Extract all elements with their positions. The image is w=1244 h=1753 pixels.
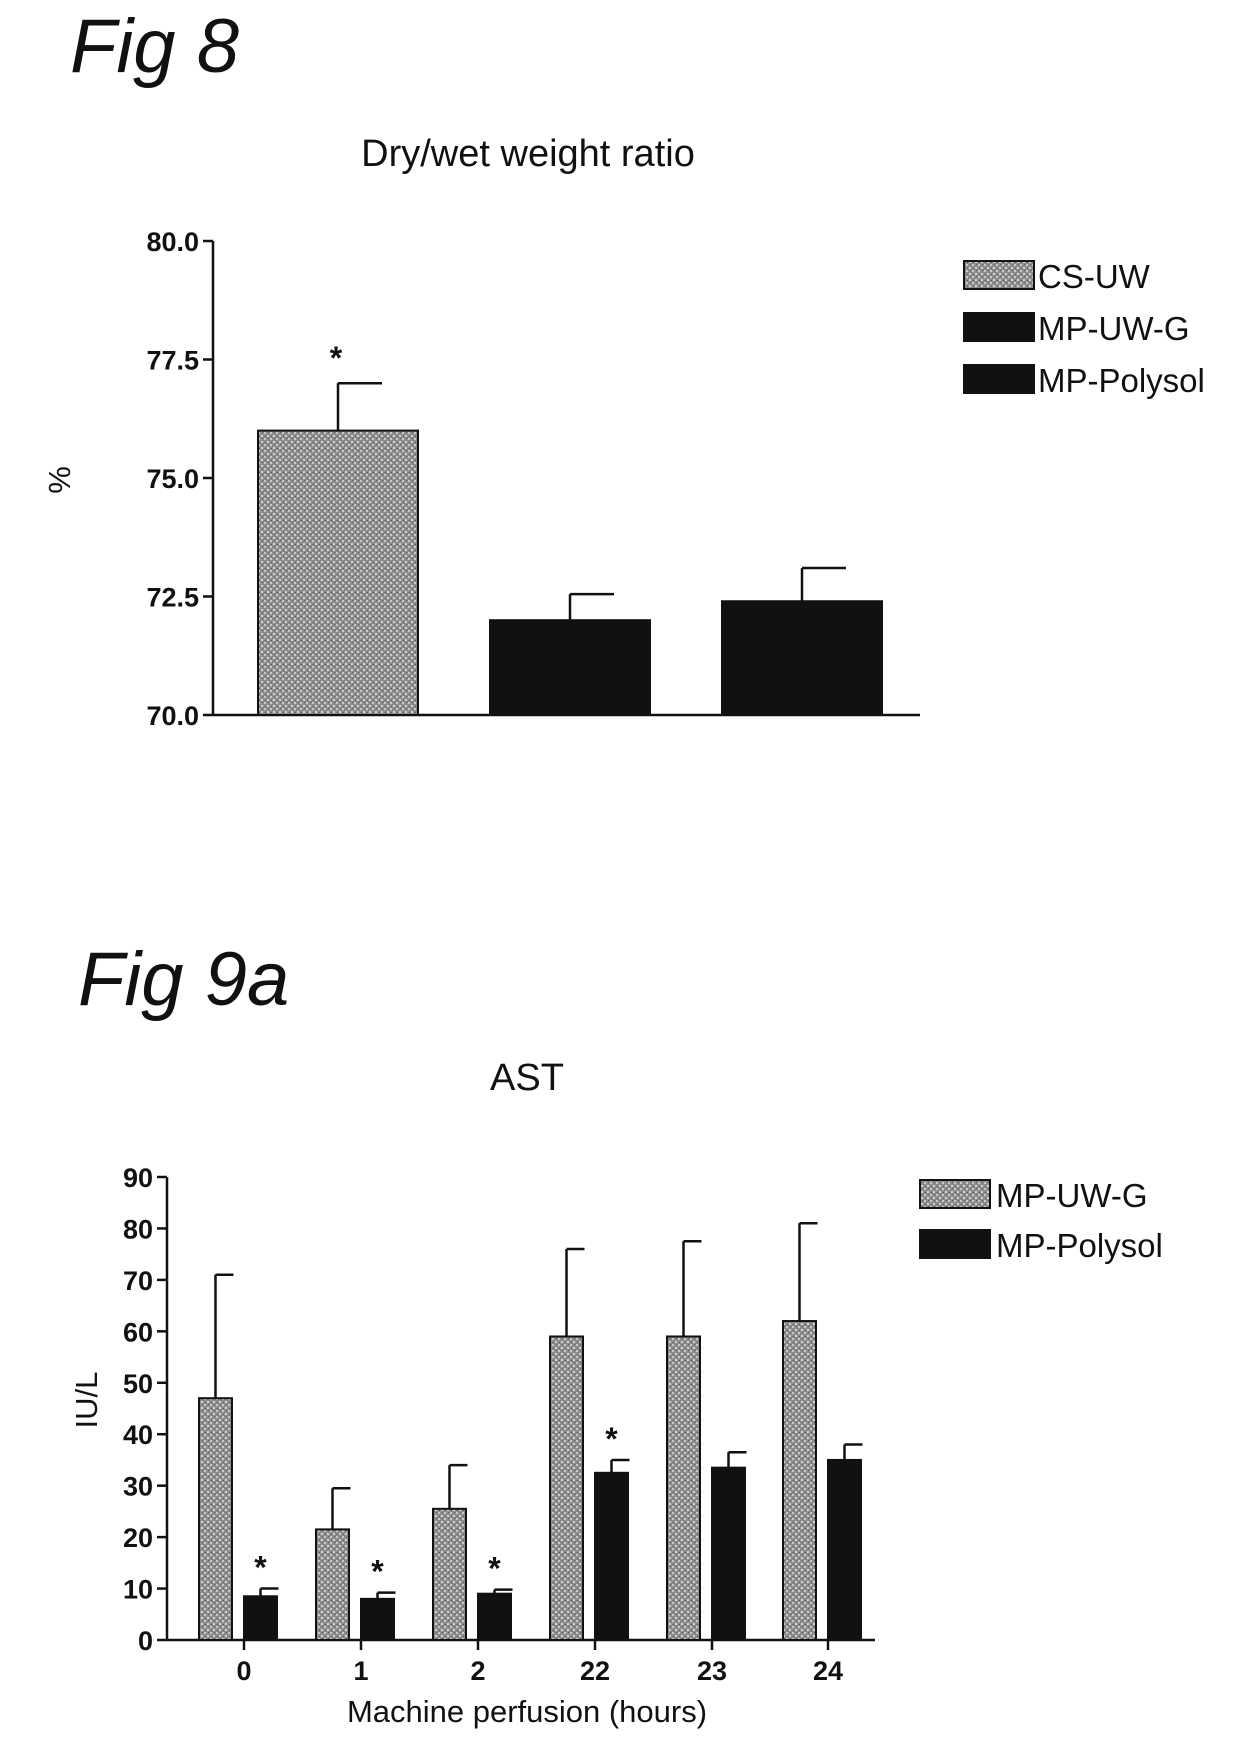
- chart2-legend-swatch: [920, 1180, 990, 1208]
- chart2-y-tick-label: 20: [123, 1523, 153, 1553]
- chart2-bar: [550, 1336, 583, 1640]
- chart2-y-axis-title: IU/L: [69, 1372, 104, 1429]
- chart2-y-tick-label: 50: [123, 1369, 153, 1399]
- chart2-bar: [712, 1468, 745, 1640]
- chart2-bar: [316, 1529, 349, 1640]
- chart2-significance-mark: *: [254, 1550, 267, 1586]
- chart-dry-wet-ratio: Dry/wet weight ratio 70.0 72.5 75.0 77.5 80.0…: [42, 133, 1205, 731]
- chart1-y-tick-label: 77.5: [146, 346, 199, 376]
- chart2-y-tick-label: 40: [123, 1420, 153, 1450]
- chart2-significance-mark: *: [371, 1554, 384, 1590]
- chart2-y-tick-label: 0: [138, 1626, 153, 1656]
- chart1-bar: [490, 620, 650, 715]
- chart2-legend-label: MP-UW-G: [996, 1177, 1148, 1214]
- chart1-legend-label: CS-UW: [1038, 258, 1151, 295]
- chart1-y-axis-title: %: [42, 466, 77, 494]
- chart1-y-tick-label: 70.0: [146, 701, 199, 731]
- chart2-x-tick-label: 23: [697, 1656, 727, 1686]
- chart2-y-tick-label: 10: [123, 1575, 153, 1605]
- chart2-y-tick-label: 70: [123, 1266, 153, 1296]
- chart2-bar: [433, 1509, 466, 1640]
- chart2-y-tick-label: 80: [123, 1214, 153, 1244]
- chart2-bar: [478, 1594, 511, 1640]
- chart2-legend-label: MP-Polysol: [996, 1227, 1163, 1264]
- chart1-y-tick-label: 75.0: [146, 464, 199, 494]
- chart2-bar: [783, 1321, 816, 1640]
- chart2-legend-swatch: [920, 1230, 990, 1258]
- chart2-x-tick-label: 24: [813, 1656, 843, 1686]
- chart-ast: AST0102030405060708090IU/L012222324Machi…: [69, 1057, 1163, 1729]
- chart1-y-tick-label: 80.0: [146, 227, 199, 257]
- chart1-title: Dry/wet weight ratio: [361, 133, 695, 175]
- chart2-bar: [244, 1596, 277, 1640]
- chart2-bar: [828, 1460, 861, 1640]
- chart2-y-tick-label: 30: [123, 1472, 153, 1502]
- chart1-legend-label: MP-Polysol: [1038, 362, 1205, 399]
- chart2-y-tick-label: 90: [123, 1163, 153, 1193]
- chart2-x-tick-label: 2: [470, 1656, 485, 1686]
- chart1-bar: [258, 431, 418, 715]
- chart1-legend-swatch: [964, 365, 1034, 393]
- fig9a-label: Fig 9a: [78, 937, 289, 1022]
- chart2-bar: [667, 1336, 700, 1640]
- chart2-bar: [199, 1398, 232, 1640]
- chart2-x-tick-label: 1: [353, 1656, 368, 1686]
- chart2-bar: [595, 1473, 628, 1640]
- chart1-legend-swatch: [964, 261, 1034, 289]
- chart2-bar: [361, 1599, 394, 1640]
- fig8-label: Fig 8: [70, 4, 239, 89]
- chart1-legend-label: MP-UW-G: [1038, 310, 1190, 347]
- chart2-significance-mark: *: [488, 1551, 501, 1587]
- chart2-x-axis-title: Machine perfusion (hours): [347, 1694, 707, 1729]
- chart2-x-tick-label: 22: [580, 1656, 610, 1686]
- chart2-y-tick-label: 60: [123, 1317, 153, 1347]
- chart1-legend-swatch: [964, 313, 1034, 341]
- chart2-title: AST: [490, 1057, 564, 1099]
- chart1-significance-mark: *: [330, 340, 343, 376]
- chart1-bar: [722, 601, 882, 715]
- chart1-y-tick-label: 72.5: [146, 583, 199, 613]
- chart2-significance-mark: *: [605, 1421, 618, 1457]
- chart2-x-tick-label: 0: [236, 1656, 251, 1686]
